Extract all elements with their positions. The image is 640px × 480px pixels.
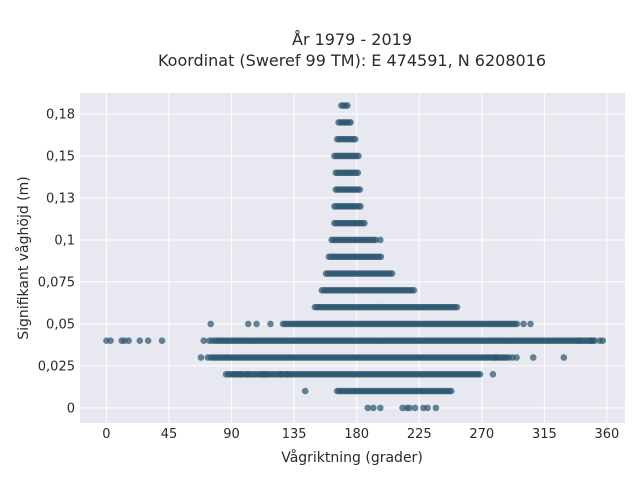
data-point — [513, 320, 521, 328]
y-axis-label: Signifikant våghöjd (m) — [15, 176, 32, 339]
data-point — [351, 135, 359, 143]
data-point — [344, 102, 351, 109]
data-point — [355, 152, 362, 160]
y-tick-label: 0,05 — [46, 317, 75, 332]
data-point — [476, 371, 484, 378]
data-point — [520, 320, 527, 328]
chart-title-line2: Koordinat (Sweref 99 TM): E 474591, N 62… — [158, 51, 546, 70]
y-tick-label: 0,075 — [38, 275, 75, 290]
data-point — [347, 119, 354, 126]
x-tick-label: 90 — [223, 427, 240, 442]
data-point — [144, 337, 152, 345]
data-point — [513, 354, 520, 361]
data-point — [125, 337, 132, 345]
y-tick-label: 0,1 — [54, 233, 75, 248]
data-point — [107, 337, 114, 345]
data-point — [207, 320, 214, 328]
data-point — [208, 337, 216, 345]
x-tick-label: 225 — [407, 427, 432, 442]
data-point — [372, 236, 379, 244]
data-point — [204, 354, 212, 361]
data-point — [447, 387, 455, 395]
data-point — [432, 404, 440, 412]
data-point — [357, 203, 364, 210]
data-point — [411, 404, 419, 412]
data-point — [489, 371, 497, 378]
y-tick-label: 0 — [67, 401, 75, 416]
data-point — [158, 337, 166, 345]
x-tick-label: 270 — [469, 427, 494, 442]
chart-title-line1: År 1979 - 2019 — [292, 30, 412, 49]
x-tick-label: 315 — [532, 427, 557, 442]
data-point — [560, 354, 568, 361]
data-point — [244, 371, 252, 378]
data-point — [492, 354, 500, 361]
data-point — [253, 320, 260, 328]
data-point — [236, 371, 244, 378]
data-point — [377, 253, 385, 261]
data-point — [354, 169, 362, 177]
x-tick-label: 0 — [102, 427, 110, 442]
data-point — [406, 404, 413, 412]
x-tick-label: 360 — [595, 427, 620, 442]
data-point — [370, 404, 377, 412]
data-point — [267, 320, 274, 328]
y-tick-label: 0,025 — [38, 359, 75, 374]
x-tick-label: 180 — [344, 427, 369, 442]
x-axis-label: Vågriktning (grader) — [281, 449, 423, 466]
data-point — [361, 219, 368, 227]
y-tick-label: 0,18 — [46, 107, 75, 122]
data-point — [377, 404, 384, 412]
data-point — [283, 371, 291, 378]
data-point — [410, 287, 418, 294]
x-tick-label: 45 — [161, 427, 178, 442]
data-point — [356, 186, 364, 193]
data-point — [388, 270, 396, 277]
y-tick-label: 0,15 — [46, 149, 75, 164]
data-point — [197, 354, 205, 361]
data-point — [276, 371, 284, 378]
data-point — [599, 337, 607, 345]
data-point — [301, 387, 309, 395]
data-points — [103, 102, 607, 412]
data-point — [588, 337, 595, 345]
data-point — [200, 337, 208, 345]
data-point — [575, 337, 583, 345]
data-point — [244, 320, 252, 328]
data-point — [453, 303, 461, 311]
tick-labels: 0 45 90 135 180 225 270 315 360 0 0,025 0,05 0,075 0,… — [38, 107, 620, 442]
data-point — [136, 337, 144, 345]
data-point — [377, 236, 384, 244]
data-point — [231, 371, 238, 378]
x-tick-label: 135 — [282, 427, 307, 442]
y-tick-label: 0,13 — [46, 191, 75, 206]
data-point — [424, 404, 431, 412]
data-point — [529, 354, 537, 361]
data-point — [364, 404, 372, 412]
data-point — [263, 371, 270, 378]
data-point — [527, 320, 534, 328]
